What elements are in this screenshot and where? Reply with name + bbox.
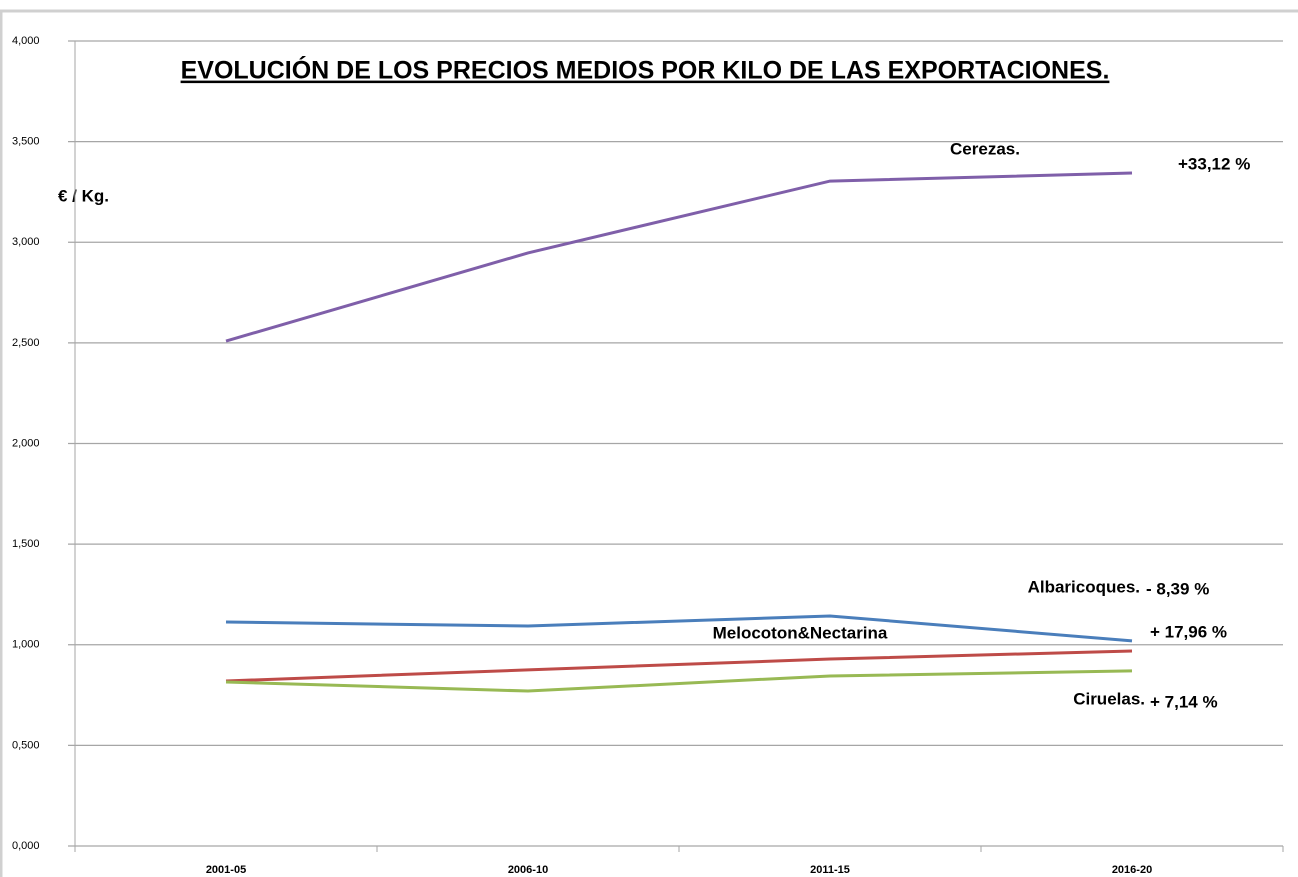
series-label: Ciruelas. [1073, 689, 1145, 708]
y-axis-label: € / Kg. [58, 186, 109, 205]
y-tick-label: 0,500 [12, 739, 40, 751]
series-line [225, 171, 1133, 343]
series-line [225, 649, 1133, 683]
y-tick-label: 2,500 [12, 337, 40, 349]
series-label: Melocoton&Nectarina [713, 623, 888, 642]
chart-title: EVOLUCIÓN DE LOS PRECIOS MEDIOS POR KILO… [181, 55, 1110, 85]
change-label: + 7,14 % [1150, 692, 1218, 711]
change-label: + 17,96 % [1150, 622, 1227, 641]
series-label: Albaricoques. [1028, 577, 1140, 596]
series-line [225, 669, 1133, 693]
change-label: - 8,39 % [1146, 579, 1209, 598]
y-tick-label: 1,000 [12, 639, 40, 651]
series-label: Cerezas. [950, 139, 1020, 158]
series-line [225, 614, 1133, 643]
y-tick-label: 4,000 [12, 35, 40, 47]
y-tick-label: 0,000 [12, 840, 40, 852]
change-label: +33,12 % [1178, 154, 1250, 173]
x-tick-label: 2001-05 [206, 864, 246, 876]
y-tick-label: 1,500 [12, 538, 40, 550]
y-tick-label: 3,000 [12, 236, 40, 248]
y-tick-label: 2,000 [12, 437, 40, 449]
x-tick-label: 2016-20 [1112, 864, 1152, 876]
x-tick-label: 2011-15 [810, 864, 850, 876]
y-tick-label: 3,500 [12, 136, 40, 148]
x-tick-label: 2006-10 [508, 864, 548, 876]
